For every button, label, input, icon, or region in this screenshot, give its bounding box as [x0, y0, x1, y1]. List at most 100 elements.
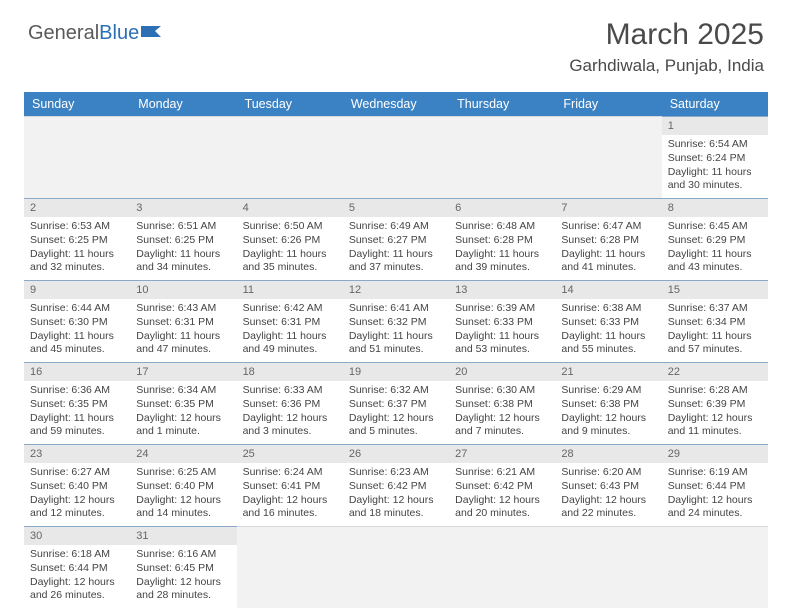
sunset-line: Sunset: 6:24 PM [668, 152, 762, 166]
weeks-container: 1Sunrise: 6:54 AMSunset: 6:24 PMDaylight… [24, 116, 768, 608]
sunrise-line: Sunrise: 6:49 AM [349, 220, 443, 234]
date-number: 16 [24, 363, 130, 381]
sunset-line: Sunset: 6:40 PM [30, 480, 124, 494]
date-number: 14 [555, 281, 661, 299]
sunrise-line: Sunrise: 6:25 AM [136, 466, 230, 480]
sunrise-line: Sunrise: 6:24 AM [243, 466, 337, 480]
logo-text-general: General [28, 22, 99, 45]
daylight-line: Daylight: 11 hours and 43 minutes. [668, 248, 762, 275]
month-title: March 2025 [569, 18, 764, 52]
daylight-line: Daylight: 11 hours and 55 minutes. [561, 330, 655, 357]
day-header: Monday [130, 92, 236, 116]
cell-body: Sunrise: 6:34 AMSunset: 6:35 PMDaylight:… [130, 381, 236, 443]
daylight-line: Daylight: 12 hours and 16 minutes. [243, 494, 337, 521]
calendar-cell: 12Sunrise: 6:41 AMSunset: 6:32 PMDayligh… [343, 280, 449, 362]
day-header: Sunday [24, 92, 130, 116]
date-number: 6 [449, 199, 555, 217]
calendar-cell: 4Sunrise: 6:50 AMSunset: 6:26 PMDaylight… [237, 198, 343, 280]
day-header-row: Sunday Monday Tuesday Wednesday Thursday… [24, 92, 768, 116]
calendar-cell [449, 116, 555, 198]
date-number: 7 [555, 199, 661, 217]
date-number: 12 [343, 281, 449, 299]
calendar: Sunday Monday Tuesday Wednesday Thursday… [24, 92, 768, 608]
cell-body: Sunrise: 6:38 AMSunset: 6:33 PMDaylight:… [555, 299, 661, 361]
cell-body: Sunrise: 6:42 AMSunset: 6:31 PMDaylight:… [237, 299, 343, 361]
week-row: 30Sunrise: 6:18 AMSunset: 6:44 PMDayligh… [24, 526, 768, 608]
sunset-line: Sunset: 6:28 PM [455, 234, 549, 248]
sunrise-line: Sunrise: 6:51 AM [136, 220, 230, 234]
date-number: 13 [449, 281, 555, 299]
title-block: March 2025 Garhdiwala, Punjab, India [569, 18, 764, 76]
sunrise-line: Sunrise: 6:41 AM [349, 302, 443, 316]
daylight-line: Daylight: 12 hours and 22 minutes. [561, 494, 655, 521]
daylight-line: Daylight: 11 hours and 57 minutes. [668, 330, 762, 357]
sunset-line: Sunset: 6:35 PM [30, 398, 124, 412]
sunrise-line: Sunrise: 6:34 AM [136, 384, 230, 398]
date-number: 4 [237, 199, 343, 217]
date-number: 27 [449, 445, 555, 463]
calendar-cell: 24Sunrise: 6:25 AMSunset: 6:40 PMDayligh… [130, 444, 236, 526]
sunrise-line: Sunrise: 6:38 AM [561, 302, 655, 316]
cell-body: Sunrise: 6:36 AMSunset: 6:35 PMDaylight:… [24, 381, 130, 443]
week-row: 2 Sunrise: 6:53 AM Sunset: 6:25 PM Daylight… [24, 198, 768, 280]
sunrise-line: Sunrise: 6:28 AM [668, 384, 762, 398]
header: General Blue March 2025 Garhdiwala, Punj… [0, 0, 792, 84]
sunrise-line: Sunrise: 6:45 AM [668, 220, 762, 234]
calendar-cell: 3Sunrise: 6:51 AMSunset: 6:25 PMDaylight… [130, 198, 236, 280]
sunset-line: Sunset: 6:34 PM [668, 316, 762, 330]
daylight-line: Daylight: 12 hours and 20 minutes. [455, 494, 549, 521]
date-number: 8 [662, 199, 768, 217]
sunset-line: Sunset: 6:35 PM [136, 398, 230, 412]
calendar-cell: 17Sunrise: 6:34 AMSunset: 6:35 PMDayligh… [130, 362, 236, 444]
sunset-line: Sunset: 6:38 PM [561, 398, 655, 412]
date-number: 29 [662, 445, 768, 463]
sunrise-line: Sunrise: 6:16 AM [136, 548, 230, 562]
calendar-cell: 7Sunrise: 6:47 AMSunset: 6:28 PMDaylight… [555, 198, 661, 280]
calendar-cell: 22Sunrise: 6:28 AMSunset: 6:39 PMDayligh… [662, 362, 768, 444]
cell-body: Sunrise: 6:41 AMSunset: 6:32 PMDaylight:… [343, 299, 449, 361]
sunrise-line: Sunrise: 6:39 AM [455, 302, 549, 316]
day-header: Friday [555, 92, 661, 116]
sunrise-line: Sunrise: 6:30 AM [455, 384, 549, 398]
daylight-line: Daylight: 12 hours and 24 minutes. [668, 494, 762, 521]
calendar-cell: 25Sunrise: 6:24 AMSunset: 6:41 PMDayligh… [237, 444, 343, 526]
cell-body: Sunrise: 6:39 AMSunset: 6:33 PMDaylight:… [449, 299, 555, 361]
daylight-line: Daylight: 11 hours and 37 minutes. [349, 248, 443, 275]
sunset-line: Sunset: 6:25 PM [136, 234, 230, 248]
sunset-line: Sunset: 6:31 PM [136, 316, 230, 330]
calendar-cell: 14Sunrise: 6:38 AMSunset: 6:33 PMDayligh… [555, 280, 661, 362]
week-row: 16Sunrise: 6:36 AMSunset: 6:35 PMDayligh… [24, 362, 768, 444]
cell-body: Sunrise: 6:16 AMSunset: 6:45 PMDaylight:… [130, 545, 236, 607]
day-header: Tuesday [237, 92, 343, 116]
date-number: 2 [24, 199, 130, 217]
daylight-line: Daylight: 11 hours and 47 minutes. [136, 330, 230, 357]
week-row: 9Sunrise: 6:44 AMSunset: 6:30 PMDaylight… [24, 280, 768, 362]
cell-body: Sunrise: 6:19 AMSunset: 6:44 PMDaylight:… [662, 463, 768, 525]
sunset-line: Sunset: 6:30 PM [30, 316, 124, 330]
daylight-line: Daylight: 11 hours and 49 minutes. [243, 330, 337, 357]
sunset-line: Sunset: 6:44 PM [668, 480, 762, 494]
cell-body: Sunrise: 6:37 AMSunset: 6:34 PMDaylight:… [662, 299, 768, 361]
calendar-cell: 31Sunrise: 6:16 AMSunset: 6:45 PMDayligh… [130, 526, 236, 608]
date-number: 22 [662, 363, 768, 381]
sunrise-line: Sunrise: 6:53 AM [30, 220, 124, 234]
cell-body: Sunrise: 6:21 AMSunset: 6:42 PMDaylight:… [449, 463, 555, 525]
sunset-line: Sunset: 6:26 PM [243, 234, 337, 248]
daylight-line: Daylight: 12 hours and 14 minutes. [136, 494, 230, 521]
date-number: 10 [130, 281, 236, 299]
calendar-cell [130, 116, 236, 198]
calendar-cell [662, 526, 768, 608]
date-number: 18 [237, 363, 343, 381]
cell-body: Sunrise: 6:30 AMSunset: 6:38 PMDaylight:… [449, 381, 555, 443]
date-number: 20 [449, 363, 555, 381]
date-number: 25 [237, 445, 343, 463]
cell-body: Sunrise: 6:51 AMSunset: 6:25 PMDaylight:… [130, 217, 236, 279]
daylight-line: Daylight: 12 hours and 5 minutes. [349, 412, 443, 439]
date-number: 30 [24, 527, 130, 545]
calendar-cell [555, 526, 661, 608]
daylight-line: Daylight: 11 hours and 41 minutes. [561, 248, 655, 275]
day-header: Saturday [662, 92, 768, 116]
cell-body: Sunrise: 6:43 AMSunset: 6:31 PMDaylight:… [130, 299, 236, 361]
calendar-cell [343, 116, 449, 198]
daylight-line: Daylight: 12 hours and 1 minute. [136, 412, 230, 439]
